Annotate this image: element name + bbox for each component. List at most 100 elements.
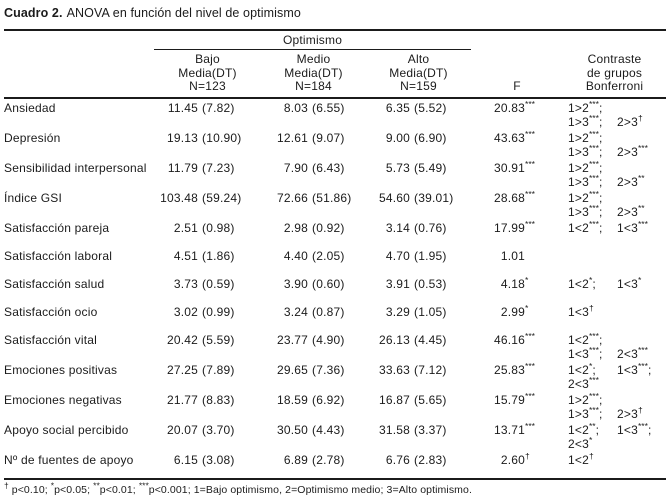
f-value: 30.91 [494,160,526,175]
sd-value: (0.92) [312,220,345,235]
contrast-pair: 2<3* [568,434,593,451]
contrast-line: 1<2*; 1<3***; [568,360,666,377]
cell-bajo: 3.02 (0.99) [154,303,261,331]
mean-value: 16.87 [378,392,410,407]
contrast-pair: 2>3*** [617,142,648,159]
table-row: Emociones positivas 27.25 (7.89) 29.65 (7.… [4,360,666,391]
column-header-row: Bajo Media(DT) N=123 Medio Media(DT) N=1… [4,49,667,99]
table-caption: ANOVA en función del nivel de optimismo [66,6,301,20]
contrast-pair: 1>2***; [568,390,603,407]
table-row: Satisfacción laboral 4.51 (1.86) 4.40 (2.0… [4,247,666,275]
mean-value: 54.60 [378,190,410,205]
table-row: Sensibilidad interpersonal 11.79 (7.23) 7… [4,159,666,189]
sd-value: (2.83) [414,452,447,467]
f-significance-marks: *** [525,360,535,371]
f-significance-marks: * [525,302,529,313]
contrast-pair: 2>3† [617,112,643,129]
contrast-pair: 1<2**; [568,420,600,437]
row-label: Nº de fuentes de apoyo [4,450,154,480]
mean-value: 18.59 [276,392,308,407]
sd-value: (39.01) [414,190,454,205]
cell-f: 2.99* [471,303,563,331]
mean-value: 3.24 [283,304,308,319]
spacer-cell [563,30,666,50]
row-label: Ansiedad [4,100,56,115]
contrast-pair: 1<2***; [568,330,603,347]
group-header-row: Optimismo [4,30,666,50]
column-header-line: de grupos [586,65,643,80]
f-significance-marks: *** [525,420,535,431]
f-value: 1.01 [500,248,526,263]
cell-medio: 12.61 (9.07) [261,129,366,159]
mean-value: 11.79 [167,160,198,175]
f-significance-marks: *** [525,390,535,401]
table-row: Satisfacción salud 3.73 (0.59) 3.90 (0.60)… [4,275,666,303]
mean-value: 8.03 [283,100,308,115]
contrast-pair: 1<3*** [617,218,648,235]
cell-medio: 3.24 (0.87) [261,303,366,331]
sd-value: (0.59) [202,276,235,291]
cell-medio: 7.90 (6.43) [261,159,366,189]
mean-value: 21.77 [166,392,198,407]
cell-medio: 29.65 (7.36) [261,361,366,391]
f-value: 2.60 [500,452,526,467]
f-value: 17.99 [494,220,526,235]
column-header-line: Media(DT) [389,65,448,80]
cell-bajo: 11.45 (7.82) [154,98,261,129]
cell-bajo: 11.79 (7.23) [154,159,261,189]
mean-value: 4.51 [173,248,198,263]
cell-bajo: 6.15 (3.08) [154,450,261,480]
row-label: Índice GSI [4,190,63,205]
contrast-line: 1>2***; [568,390,666,407]
contrast-pair: 1<3***; [617,420,652,437]
f-value: 2.99 [500,304,526,319]
contrast-line: 1<2***; [568,330,666,347]
contrast-line: 1<2*; 1<3* [568,274,666,291]
mean-value: 4.40 [283,248,308,263]
table-title: Cuadro 2. ANOVA en función del nivel de o… [4,6,666,21]
mean-value: 29.65 [276,362,308,377]
sd-value: (5.49) [414,160,447,175]
row-label: Emociones negativas [4,392,122,407]
table-row: Ansiedad 11.45 (7.82) 8.03 (6.55) 6.35 (5.5… [4,98,666,129]
f-value: 15.79 [494,392,526,407]
row-label: Satisfacción laboral [4,248,113,263]
contrast-line: 1>2***; [568,99,666,114]
f-significance-marks: *** [525,218,535,229]
cell-bajo: 20.42 (5.59) [154,331,261,361]
row-label: Satisfacción ocio [4,304,98,319]
cell-alto: 3.91 (0.53) [366,275,471,303]
mean-value: 11.45 [167,100,198,115]
row-label: Depresión [4,130,61,145]
mean-value: 19.13 [166,130,198,145]
mean-value: 12.61 [276,130,308,145]
cell-medio: 23.77 (4.90) [261,331,366,361]
contrast-line: 1<3† [568,303,666,318]
mean-value: 33.63 [378,362,410,377]
spacer-cell [4,30,154,50]
cell-medio: 4.40 (2.05) [261,247,366,275]
column-header-f: F [471,49,564,99]
cell-medio: 30.50 (4.43) [261,421,366,451]
sd-value: (7.23) [202,160,235,175]
column-header-line: Contraste [587,52,642,66]
contrast-line: 1>2***; [568,159,666,174]
column-header-line: Bonferroni [585,79,644,93]
contrast-line: 1>3***; 2>3** [568,173,666,188]
contrast-pair: 1<2*; [568,360,596,377]
cell-alto: 6.35 (5.52) [366,98,471,129]
row-label: Sensibilidad interpersonal [4,160,147,175]
cell-f: 28.68*** [471,189,563,219]
sd-value: (0.98) [202,220,235,235]
f-value: 43.63 [494,130,526,145]
cell-alto: 3.29 (1.05) [366,303,471,331]
mean-value: 30.50 [276,422,308,437]
table-row: Satisfacción ocio 3.02 (0.99) 3.24 (0.87) … [4,303,666,331]
cell-f: 13.71*** [471,421,563,451]
cell-f: 17.99*** [471,219,563,247]
cell-alto: 16.87 (5.65) [366,391,471,421]
sd-value: (2.78) [312,452,345,467]
f-significance-marks: *** [525,330,535,341]
contrast-pair: 1<3* [617,274,642,291]
column-header-contrast: Contraste de grupos Bonferroni [563,49,667,99]
